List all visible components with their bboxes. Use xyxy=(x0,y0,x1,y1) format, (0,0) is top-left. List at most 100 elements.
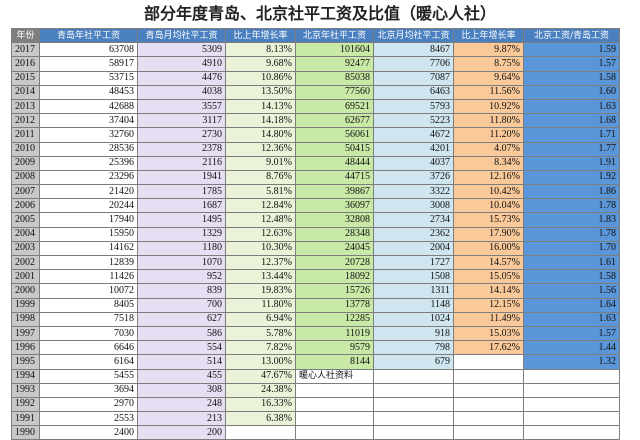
cell-beijing-annual: 56061 xyxy=(295,127,374,143)
cell-qingdao-growth xyxy=(225,425,296,440)
cell-qingdao-monthly: 308 xyxy=(137,382,226,398)
cell-qingdao-monthly: 4038 xyxy=(137,84,226,100)
cell-qingdao-annual: 32760 xyxy=(39,127,138,143)
cell-beijing-monthly: 2362 xyxy=(373,226,454,242)
cell-qingdao-annual: 23296 xyxy=(39,169,138,186)
header-qingdao-annual: 青岛年社平工资 xyxy=(39,27,138,44)
table-row: 2003 14162 1180 10.30% 24045 2004 16.00% 1.70 xyxy=(11,240,620,257)
cell-beijing-monthly: 8467 xyxy=(373,42,454,58)
cell-year: 1999 xyxy=(11,297,40,313)
cell-beijing-annual: 24045 xyxy=(295,240,374,257)
cell-beijing-annual: 69521 xyxy=(295,98,374,115)
cell-qingdao-monthly: 4476 xyxy=(137,70,226,86)
cell-qingdao-annual: 58917 xyxy=(39,56,138,72)
cell-beijing-annual: 77560 xyxy=(295,84,374,100)
cell-year: 2006 xyxy=(11,198,40,214)
cell-qingdao-annual: 14162 xyxy=(39,240,138,257)
table-row: 2000 10072 839 19.83% 15726 1311 14.14% 1.56 xyxy=(11,283,620,299)
cell-ratio: 1.59 xyxy=(523,42,620,58)
cell-qingdao-growth: 5.81% xyxy=(225,184,296,200)
cell-qingdao-annual: 5455 xyxy=(39,368,138,384)
cell-beijing-annual: 48444 xyxy=(295,155,374,171)
table-row: 2010 28536 2378 12.36% 50415 4201 4.07% 1.77 xyxy=(11,141,620,157)
table-row: 2008 23296 1941 8.76% 44715 3726 12.16% 1.92 xyxy=(11,169,620,186)
cell-qingdao-growth: 47.67% xyxy=(225,368,296,384)
cell-qingdao-annual: 2970 xyxy=(39,396,138,413)
cell-qingdao-growth: 12.37% xyxy=(225,254,296,271)
cell-beijing-growth xyxy=(453,425,524,440)
cell-ratio: 1.77 xyxy=(523,141,620,157)
cell-beijing-monthly: 1024 xyxy=(373,311,454,327)
cell-ratio xyxy=(523,396,620,413)
cell-qingdao-annual: 7518 xyxy=(39,311,138,327)
table-row: 2007 21420 1785 5.81% 39867 3322 10.42% 1.86 xyxy=(11,184,620,200)
cell-qingdao-annual: 2400 xyxy=(39,425,138,440)
cell-beijing-growth: 12.16% xyxy=(453,169,524,186)
cell-qingdao-growth: 13.50% xyxy=(225,84,296,100)
cell-beijing-monthly: 1311 xyxy=(373,283,454,299)
cell-qingdao-growth: 9.01% xyxy=(225,155,296,171)
cell-ratio: 1.60 xyxy=(523,84,620,100)
cell-qingdao-growth: 8.13% xyxy=(225,42,296,58)
table-row: 1990 2400 200 xyxy=(11,425,620,440)
cell-qingdao-annual: 20244 xyxy=(39,198,138,214)
cell-beijing-annual: 8144 xyxy=(295,354,374,370)
cell-beijing-annual: 暖心人社资料 xyxy=(295,368,374,384)
table-row: 1996 6646 554 7.82% 9579 798 17.62% 1.44 xyxy=(11,340,620,356)
cell-qingdao-monthly: 4910 xyxy=(137,56,226,72)
cell-beijing-annual: 36097 xyxy=(295,198,374,214)
cell-ratio: 1.70 xyxy=(523,240,620,257)
cell-year: 2012 xyxy=(11,113,40,129)
cell-beijing-growth: 8.34% xyxy=(453,155,524,171)
cell-qingdao-growth: 10.30% xyxy=(225,240,296,257)
cell-qingdao-annual: 15950 xyxy=(39,226,138,242)
header-qingdao-growth: 比上年增长率 xyxy=(225,27,296,44)
cell-beijing-annual: 11019 xyxy=(295,325,374,342)
cell-qingdao-monthly: 1941 xyxy=(137,169,226,186)
cell-ratio xyxy=(523,368,620,384)
cell-beijing-growth: 10.92% xyxy=(453,98,524,115)
cell-beijing-monthly: 1148 xyxy=(373,297,454,313)
cell-beijing-monthly: 4201 xyxy=(373,141,454,157)
cell-beijing-growth: 11.20% xyxy=(453,127,524,143)
cell-qingdao-annual: 42688 xyxy=(39,98,138,115)
cell-beijing-growth: 9.64% xyxy=(453,70,524,86)
cell-ratio: 1.57 xyxy=(523,56,620,72)
cell-qingdao-annual: 2553 xyxy=(39,411,138,427)
cell-beijing-growth: 4.07% xyxy=(453,141,524,157)
cell-qingdao-growth: 5.78% xyxy=(225,325,296,342)
cell-qingdao-annual: 12839 xyxy=(39,254,138,271)
wage-table: 年份 青岛年社平工资 青岛月均社平工资 比上年增长率 北京年社平工资 北京月均社… xyxy=(11,27,620,440)
cell-beijing-monthly xyxy=(373,396,454,413)
cell-beijing-monthly: 3008 xyxy=(373,198,454,214)
cell-year: 2013 xyxy=(11,98,40,115)
cell-ratio xyxy=(523,425,620,440)
cell-beijing-growth xyxy=(453,368,524,384)
cell-qingdao-monthly: 5309 xyxy=(137,42,226,58)
cell-beijing-growth: 16.00% xyxy=(453,240,524,257)
cell-qingdao-growth: 24.38% xyxy=(225,382,296,398)
cell-qingdao-growth: 6.94% xyxy=(225,311,296,327)
cell-qingdao-monthly: 2730 xyxy=(137,127,226,143)
cell-beijing-growth: 9.87% xyxy=(453,42,524,58)
table-row: 1993 3694 308 24.38% xyxy=(11,382,620,398)
cell-ratio: 1.56 xyxy=(523,283,620,299)
cell-year: 1995 xyxy=(11,354,40,370)
cell-ratio: 1.44 xyxy=(523,340,620,356)
cell-year: 2009 xyxy=(11,155,40,171)
cell-qingdao-growth: 19.83% xyxy=(225,283,296,299)
cell-beijing-annual: 20728 xyxy=(295,254,374,271)
cell-beijing-growth: 10.42% xyxy=(453,184,524,200)
cell-qingdao-monthly: 248 xyxy=(137,396,226,413)
cell-qingdao-growth: 7.82% xyxy=(225,340,296,356)
cell-qingdao-monthly: 1070 xyxy=(137,254,226,271)
cell-qingdao-monthly: 3117 xyxy=(137,113,226,129)
table-row: 1991 2553 213 6.38% xyxy=(11,411,620,427)
cell-year: 1992 xyxy=(11,396,40,413)
cell-qingdao-growth: 16.33% xyxy=(225,396,296,413)
cell-beijing-annual: 50415 xyxy=(295,141,374,157)
table-row: 2001 11426 952 13.44% 18092 1508 15.05% 1.58 xyxy=(11,269,620,285)
cell-beijing-monthly xyxy=(373,382,454,398)
page-title: 部分年度青岛、北京社平工资及比值（暖心人社） xyxy=(143,4,496,23)
cell-qingdao-growth: 9.68% xyxy=(225,56,296,72)
